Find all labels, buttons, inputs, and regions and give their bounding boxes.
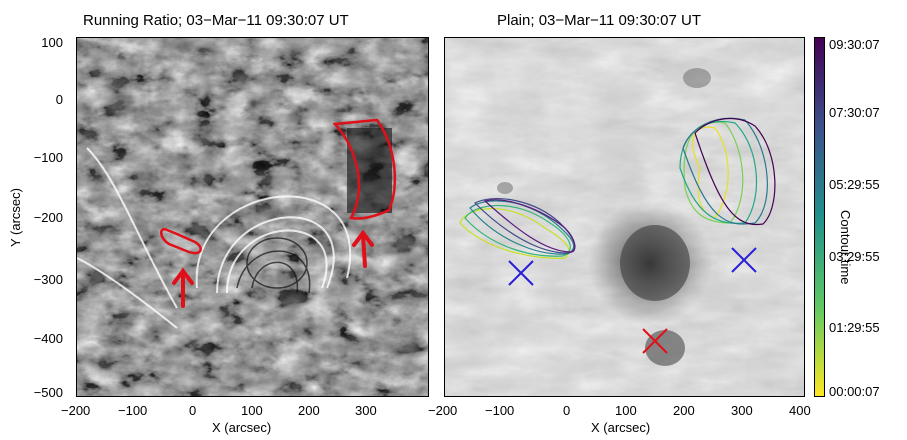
left-x-tick: −100 — [118, 403, 148, 418]
left-x-tick: 300 — [355, 403, 377, 418]
right-x-tick: 300 — [731, 403, 753, 418]
colorbar-tick: 01:29:55 — [829, 320, 880, 335]
contour-west — [464, 205, 571, 257]
colorbar-tick: 05:29:55 — [829, 177, 880, 192]
colorbar-tick: 07:30:07 — [829, 105, 880, 120]
left-x-tick: 200 — [298, 403, 320, 418]
contour-overlay — [459, 117, 776, 354]
left-y-tick: −200 — [33, 210, 63, 225]
left-y-tick: −300 — [33, 272, 63, 287]
plain-image — [444, 37, 805, 397]
blue-x-east-marker — [731, 247, 757, 273]
colorbar-tick: 09:30:07 — [829, 37, 880, 52]
right-x-tick: −200 — [428, 403, 458, 418]
colorbar-tick: 03:29:55 — [829, 249, 880, 264]
running-ratio-image — [76, 37, 429, 397]
left-y-tick: 100 — [41, 35, 63, 50]
left-y-tick: −100 — [33, 150, 63, 165]
red-arrow-west — [172, 267, 194, 308]
left-x-tick: 100 — [241, 403, 263, 418]
right-x-axis-label: X (arcsec) — [591, 420, 651, 435]
left-x-tick: −200 — [61, 403, 91, 418]
contour-east — [694, 118, 776, 226]
left-y-tick: 0 — [55, 92, 63, 107]
right-x-tick: 200 — [673, 403, 695, 418]
left-x-tick: 0 — [189, 403, 197, 418]
right-x-tick: 0 — [563, 403, 571, 418]
right-x-tick: −100 — [485, 403, 515, 418]
red-x-marker — [642, 328, 668, 354]
left-y-tick: −500 — [33, 385, 63, 400]
contour-east — [682, 117, 768, 225]
contour-west — [459, 207, 570, 259]
plain-image-content — [445, 38, 804, 396]
right-panel-title: Plain; 03−Mar−11 09:30:07 UT — [497, 12, 702, 29]
colorbar-label: Contour time — [838, 210, 853, 285]
left-x-axis-label: X (arcsec) — [212, 420, 272, 435]
colorbar — [814, 37, 825, 397]
contour-west — [473, 197, 576, 254]
right-x-tick: 100 — [615, 403, 637, 418]
left-y-axis-label: Y (arcsec) — [8, 188, 23, 247]
left-y-tick: −400 — [33, 331, 63, 346]
contour-east — [683, 121, 744, 224]
red-arrow-east — [352, 229, 374, 268]
red-contour-west — [160, 227, 202, 255]
annotation-overlay — [160, 118, 397, 308]
blue-x-west-marker — [508, 260, 534, 286]
contour-west — [469, 200, 575, 255]
contour-west — [483, 199, 576, 253]
contour-east — [679, 121, 758, 225]
red-contour-east — [332, 118, 397, 220]
left-panel-title: Running Ratio; 03−Mar−11 09:30:07 UT — [83, 12, 349, 29]
right-x-tick: 400 — [789, 403, 811, 418]
colorbar-tick: 00:00:07 — [829, 384, 880, 399]
